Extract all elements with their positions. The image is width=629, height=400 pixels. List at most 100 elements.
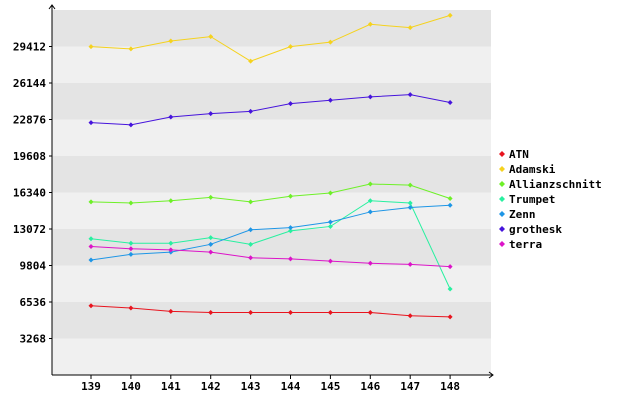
y-tick-label: 29412 [13,41,46,54]
x-tick-label: 139 [81,380,101,393]
data-point [327,219,333,225]
plot-band [52,119,491,156]
data-point [88,303,94,309]
data-point [327,190,333,196]
data-point [327,309,333,315]
data-point [168,308,174,314]
series-line-terra [90,246,451,268]
data-point [288,256,293,262]
data-point [407,200,413,206]
series-line-allianzschnitt [90,183,451,204]
data-point [88,120,94,126]
data-point [208,249,214,255]
data-point [168,114,174,120]
data-point [128,251,134,257]
data-point [128,305,134,311]
data-point [128,246,134,252]
data-point [447,99,453,105]
data-point [367,209,373,215]
series-trumpet [88,198,453,292]
x-tick-label: 148 [440,380,460,393]
plot-band [52,192,491,229]
legend-marker [499,166,505,172]
x-tick-label: 140 [121,380,141,393]
data-point [367,260,373,266]
legend-marker [499,226,505,232]
data-point [407,92,413,98]
data-point [208,111,214,117]
data-point [367,94,373,100]
data-point [248,227,254,233]
data-point [168,247,174,253]
plot-background [52,10,491,375]
legend-label: ATN [509,148,529,161]
x-axis-arrow [488,371,494,379]
data-point [327,258,333,264]
series-line-zenn [90,204,451,261]
series-line-grothesk [90,94,451,126]
legend-marker [499,181,505,187]
data-point [288,225,293,231]
data-point [407,313,413,319]
x-tick-label: 146 [360,380,380,393]
legend-marker [499,196,505,202]
data-point [367,198,373,204]
data-point [407,261,413,267]
plot-band [52,229,491,266]
data-point [407,25,413,31]
series-line-trumpet [90,200,451,290]
plot-band [52,265,491,302]
data-point [367,309,373,315]
data-point [407,182,413,188]
data-point [327,97,333,103]
data-point [248,58,254,64]
series-terra [88,244,453,270]
data-point [88,244,94,250]
data-point [248,241,254,247]
data-point [248,199,254,205]
legend-label: terra [509,238,542,251]
data-point [327,223,333,229]
data-point [288,228,293,234]
y-tick-label: 22876 [13,114,46,127]
data-point [88,44,94,50]
data-point [367,21,373,27]
legend-label: Allianzschnitt [509,178,602,191]
data-point [407,204,413,210]
data-point [447,286,453,292]
data-point [447,12,453,18]
data-point [168,198,174,204]
y-tick-label: 3268 [20,333,47,346]
data-point [128,122,134,128]
y-tick-label: 9804 [20,260,47,273]
series-atn [88,303,453,320]
data-point [367,181,373,187]
y-tick-label: 16340 [13,187,46,200]
data-point [208,241,214,247]
data-point [248,108,254,114]
series-line-adamski [90,14,451,62]
y-tick-label: 19608 [13,150,46,163]
data-point [168,240,174,246]
legend-label: grothesk [509,223,562,236]
data-point [447,196,453,202]
legend-marker [499,211,505,217]
series-allianzschnitt [88,181,453,206]
x-tick-label: 147 [400,380,420,393]
data-point [447,202,453,208]
plot-band [52,338,491,375]
plot-band [52,83,491,120]
x-tick-label: 142 [201,380,221,393]
data-point [208,194,214,200]
series-line-atn [90,305,451,318]
x-tick-label: 144 [281,380,301,393]
data-point [128,240,134,246]
series-grothesk [88,92,453,128]
data-point [288,193,293,199]
data-point [248,255,254,261]
data-point [128,200,134,206]
y-axis-arrow [48,4,56,10]
y-axis-ticks: 3268 6536 9804 13072 16340 19608 22876 26144 294… [13,41,52,346]
x-tick-label: 145 [320,380,340,393]
